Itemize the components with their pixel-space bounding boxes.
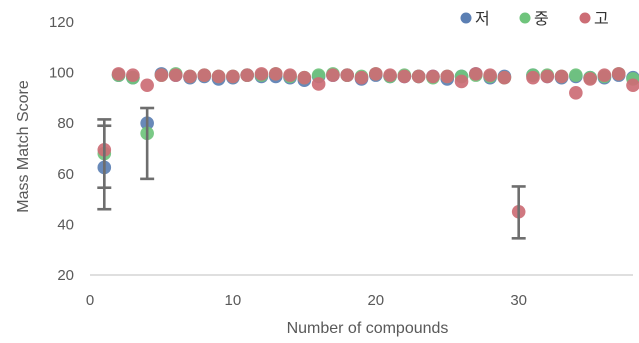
x-tick-labels: 0 10 20 30	[86, 292, 527, 309]
point-series-3	[440, 69, 455, 84]
point-series-3	[483, 68, 497, 82]
y-tick-label: 40	[57, 216, 74, 233]
point-series-3	[411, 69, 426, 84]
y-tick-label: 80	[57, 115, 74, 132]
x-tick-label: 30	[510, 292, 527, 309]
point-series-3	[254, 67, 269, 81]
error-bar	[511, 185, 526, 240]
y-tick-label: 100	[49, 65, 74, 82]
x-tick-label: 0	[86, 292, 94, 309]
legend-marker	[519, 12, 531, 24]
point-series-3	[454, 74, 469, 89]
x-tick-label: 10	[225, 292, 242, 309]
error-bars	[97, 106, 526, 240]
point-series-3	[311, 77, 326, 91]
error-bar	[97, 124, 112, 190]
legend-label: 고	[594, 9, 609, 28]
point-series-3	[368, 67, 383, 81]
y-axis-label: Mass Match Score	[15, 80, 32, 213]
legend-marker	[579, 12, 591, 24]
point-series-3	[554, 69, 569, 84]
point-series-3	[111, 67, 126, 81]
point-series-3	[211, 69, 226, 84]
point-series-3	[154, 68, 169, 82]
point-series-3	[326, 68, 340, 82]
point-series-3	[526, 70, 540, 85]
point-series-3	[426, 69, 440, 84]
legend-label: 저	[475, 9, 490, 28]
point-series-3	[540, 69, 555, 84]
error-bar	[140, 106, 155, 181]
y-tick-label: 20	[57, 267, 74, 284]
point-series-3	[583, 72, 597, 86]
y-tick-label: 60	[57, 166, 74, 183]
point-series-3	[597, 68, 612, 82]
point-series-3	[183, 69, 197, 84]
data-points	[97, 67, 639, 219]
point-series-3	[626, 78, 639, 93]
legend-label: 중	[534, 9, 549, 28]
y-tick-label: 120	[49, 14, 74, 31]
point-series-3	[297, 70, 312, 85]
point-series-3	[397, 69, 412, 84]
x-tick-label: 20	[367, 292, 384, 309]
point-series-3	[383, 68, 397, 82]
x-axis-label: Number of compounds	[287, 320, 449, 337]
point-series-3	[268, 67, 283, 81]
point-series-3	[283, 68, 297, 82]
point-series-2	[569, 68, 583, 82]
point-series-3	[354, 70, 369, 85]
point-series-3	[497, 70, 512, 85]
point-series-3	[140, 78, 154, 93]
point-series-3	[168, 68, 183, 82]
point-series-3	[340, 68, 355, 82]
point-series-3	[226, 69, 240, 84]
point-series-3	[240, 68, 254, 82]
point-series-3	[611, 67, 626, 81]
y-tick-labels: 20 40 60 80 100 120	[49, 14, 74, 284]
legend-marker	[460, 12, 472, 24]
point-series-3	[569, 86, 583, 100]
point-series-3	[126, 68, 140, 82]
point-series-3	[469, 67, 483, 81]
point-series-3	[197, 68, 212, 82]
